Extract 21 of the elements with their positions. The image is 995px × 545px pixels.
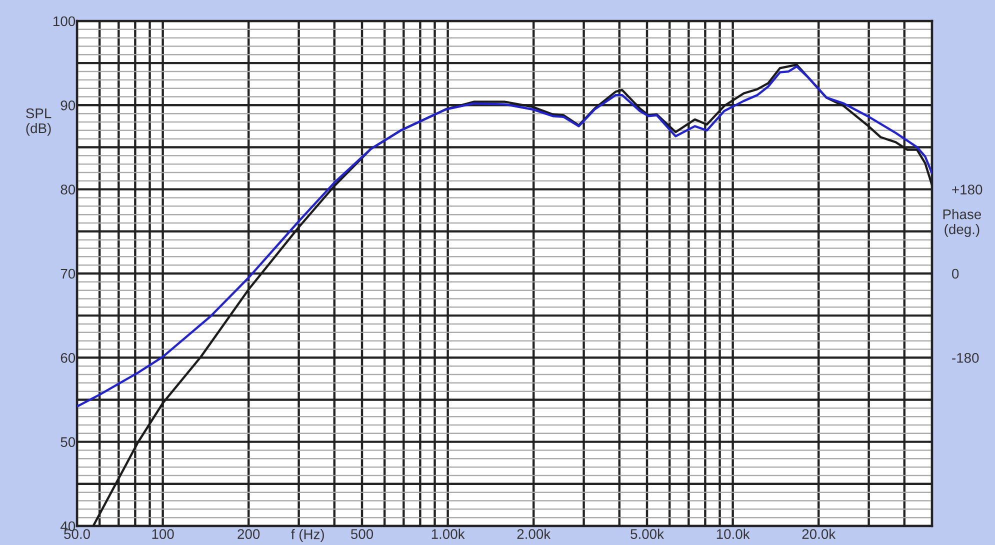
y2-tick-label: -180 (952, 352, 979, 363)
y2-tick-label: +180 (952, 184, 982, 194)
y-tick-label: 60 (60, 352, 76, 363)
x-axis-title: f (Hz) (291, 529, 324, 542)
x-tick-label: 50.0 (64, 529, 90, 539)
x-tick-label: 200 (238, 529, 260, 539)
x-tick-label: 2.00k (517, 528, 551, 539)
x-tick-label: 5.00k (630, 528, 664, 539)
y2-tick-label: 0 (952, 268, 959, 279)
x-tick-label: 100 (152, 529, 174, 539)
y-tick-label: 70 (60, 268, 76, 279)
x-tick-label: 10.0k (716, 528, 750, 539)
y2-axis-title: Phase (deg.) (943, 209, 982, 237)
y-tick-label: 90 (60, 100, 76, 110)
y-axis-title: SPL (dB) (26, 108, 52, 136)
y-tick-label: 80 (60, 184, 76, 194)
y-tick-label: 50 (60, 437, 76, 447)
x-tick-label: 1.00k (432, 528, 465, 539)
x-tick-label: 500 (350, 529, 374, 539)
x-tick-label: 20.0k (802, 528, 836, 539)
y-tick-label: 100 (54, 16, 76, 26)
